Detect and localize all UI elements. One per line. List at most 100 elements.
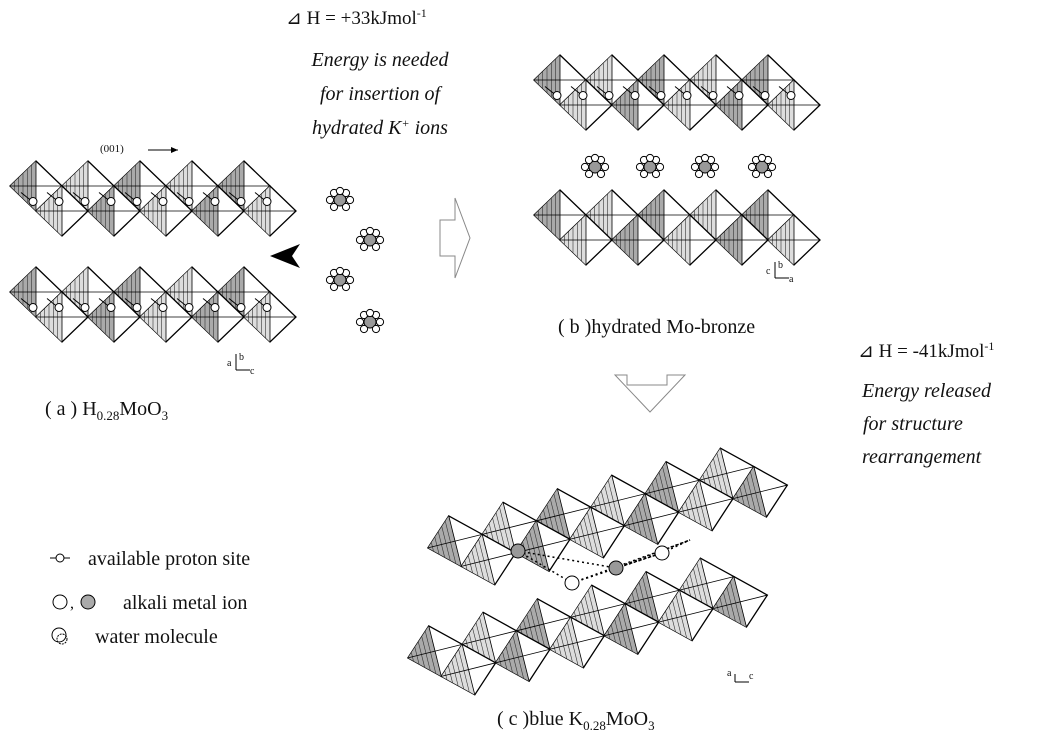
proton-site	[605, 92, 613, 100]
water	[346, 276, 353, 283]
proton-site	[553, 92, 561, 100]
proton-site	[185, 198, 193, 206]
proton-site	[55, 304, 63, 312]
axis-label: a	[789, 274, 794, 285]
proton-site	[107, 304, 115, 312]
water	[581, 163, 588, 170]
legend-proton-icon	[56, 554, 64, 562]
water	[748, 163, 755, 170]
water	[372, 243, 379, 250]
water	[342, 203, 349, 210]
water	[752, 170, 759, 177]
sub: 0.28	[583, 718, 606, 733]
note-line: Energy is needed	[311, 49, 450, 71]
proton-site	[29, 198, 37, 206]
water	[372, 325, 379, 332]
proton-site	[735, 92, 743, 100]
water	[346, 196, 353, 203]
hydrated-ion	[326, 187, 353, 210]
proton-site	[185, 304, 193, 312]
hydrated-ion	[326, 267, 353, 290]
proton-site	[631, 92, 639, 100]
layer	[534, 55, 820, 130]
proton-site	[237, 198, 245, 206]
legend-text: water molecule	[95, 626, 218, 648]
note-line: for structure	[858, 413, 963, 435]
axis-label: c	[749, 671, 754, 682]
proton-site	[683, 92, 691, 100]
arrow-right	[440, 198, 470, 278]
direction-arrow-head	[171, 147, 178, 153]
proton-site	[29, 304, 37, 312]
note-line: Energy released	[861, 380, 992, 402]
enthalpy-rearrangement: ⊿ H = -41kJmol-1	[858, 339, 994, 362]
water	[376, 318, 383, 325]
axis-label: b	[778, 260, 783, 271]
water	[601, 163, 608, 170]
text: ⊿ H = -41kJmol	[858, 341, 984, 362]
hydrated-ion	[581, 154, 608, 177]
enthalpy-insertion: ⊿ H = +33kJmol-1	[286, 6, 427, 29]
arrow-down	[615, 375, 685, 412]
axis-label: b	[239, 352, 244, 363]
proton-site	[657, 92, 665, 100]
water	[360, 243, 367, 250]
panel-b-label: ( b )hydrated Mo-bronze	[558, 316, 755, 338]
layer	[10, 161, 296, 236]
text: MoO	[119, 398, 161, 420]
water	[656, 163, 663, 170]
axes-icon: abc	[227, 352, 255, 377]
layer	[10, 267, 296, 342]
legend-ion-white	[53, 595, 67, 609]
proton-site	[81, 304, 89, 312]
water	[701, 154, 708, 161]
arrow-left	[270, 244, 300, 268]
sub: 0.28	[97, 408, 120, 423]
proton-site	[263, 304, 271, 312]
proton-site	[761, 92, 769, 100]
alkali-ion	[511, 544, 525, 558]
proton-site	[787, 92, 795, 100]
water	[336, 267, 343, 274]
hydrated-ion	[691, 154, 718, 177]
water	[636, 163, 643, 170]
water	[376, 236, 383, 243]
water	[356, 236, 363, 243]
proton-site	[237, 304, 245, 312]
axis-label: c	[250, 366, 255, 377]
note-line: hydrated K+ ions	[312, 116, 448, 139]
layer	[534, 190, 820, 265]
water	[695, 170, 702, 177]
proton-site	[211, 198, 219, 206]
hydrated-ion	[356, 309, 383, 332]
proton-site	[709, 92, 717, 100]
text: ( c )blue K	[497, 708, 584, 730]
axes-icon: cba	[766, 260, 794, 285]
water	[764, 170, 771, 177]
water	[326, 196, 333, 203]
text: ions	[410, 117, 449, 139]
water	[330, 283, 337, 290]
hydrated-ion	[356, 227, 383, 250]
proton-site	[55, 198, 63, 206]
axis-label: a	[227, 358, 232, 369]
text: ⊿ H = +33kJmol	[286, 8, 417, 29]
water	[597, 170, 604, 177]
water	[366, 227, 373, 234]
alkali-ion	[655, 546, 669, 560]
water	[342, 283, 349, 290]
alkali-ion	[609, 561, 623, 575]
axis-label: c	[766, 266, 771, 277]
sub: 3	[648, 718, 655, 733]
sup: -1	[984, 339, 994, 353]
panel-a-label: ( a ) H0.28MoO3	[45, 398, 168, 423]
water	[585, 170, 592, 177]
water	[336, 187, 343, 194]
legend-ion-grey	[81, 595, 95, 609]
proton-site	[81, 198, 89, 206]
legend-text: alkali metal ion	[123, 592, 247, 614]
proton-site	[263, 198, 271, 206]
hydrated-ion	[748, 154, 775, 177]
proton-site	[211, 304, 219, 312]
